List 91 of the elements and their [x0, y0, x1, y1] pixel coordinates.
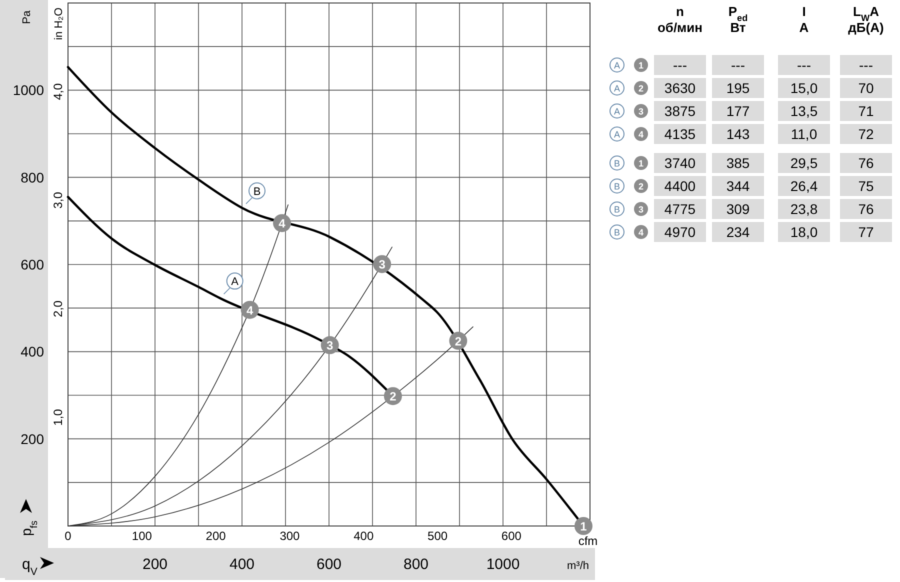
annotation: 3 — [378, 258, 386, 272]
x-tick-label: 400 — [229, 556, 255, 573]
text: B — [614, 204, 620, 214]
text: L$_{W}$A — [853, 4, 880, 23]
text: 3875 — [664, 103, 696, 119]
text: --- — [731, 57, 746, 73]
text: 2 — [638, 84, 644, 94]
x-tick-label: 200 — [142, 556, 168, 573]
text: 309 — [726, 201, 750, 217]
x-tick-label: 600 — [316, 556, 342, 573]
text: дБ(A) — [848, 20, 884, 35]
text: 11,0 — [790, 126, 818, 142]
text: 4 — [638, 130, 644, 140]
text: 177 — [726, 103, 750, 119]
text: 195 — [726, 80, 750, 96]
y-tick-label: 200 — [20, 430, 44, 447]
text: 2 — [638, 182, 644, 192]
text: 3740 — [664, 155, 696, 171]
text: 77 — [858, 224, 874, 240]
text: I — [802, 4, 806, 19]
text: 70 — [858, 80, 874, 96]
y-tick-label: 400 — [20, 344, 44, 360]
text: 72 — [858, 126, 874, 142]
text: B — [614, 182, 620, 192]
series-label: B — [253, 186, 261, 198]
text: --- — [673, 57, 688, 73]
text: A — [614, 84, 620, 94]
text: B — [614, 158, 620, 168]
annotation: 2 — [454, 334, 462, 348]
text: 234 — [726, 224, 750, 240]
text: 71 — [858, 103, 874, 119]
y2-tick-label: 3,0 — [51, 192, 65, 209]
y-tick-label: 600 — [20, 256, 44, 272]
x2-tick-label: 200 — [206, 529, 226, 543]
text: 344 — [726, 178, 750, 194]
x-axis-title: q$_{V}$ — [22, 556, 38, 578]
text: A — [614, 130, 620, 140]
x2-tick-label: 600 — [501, 529, 522, 543]
text: 1 — [638, 60, 644, 70]
text: 26,4 — [790, 178, 818, 194]
text: --- — [797, 57, 812, 73]
text: 76 — [858, 155, 874, 171]
text: A — [614, 106, 620, 116]
text: 18,0 — [790, 224, 818, 240]
text: 75 — [858, 178, 874, 194]
text: n — [676, 4, 684, 19]
text: 143 — [726, 126, 750, 142]
text: 3630 — [664, 80, 696, 96]
text: B — [614, 228, 620, 238]
text: 1 — [638, 158, 644, 168]
text: Pa — [21, 10, 33, 24]
x2-tick-label: 500 — [428, 529, 448, 543]
annotation: 2 — [390, 390, 397, 404]
text: m³/h — [567, 560, 589, 572]
text: 76 — [858, 201, 874, 217]
text: A — [614, 60, 620, 70]
y2-tick-label: 4,0 — [51, 83, 65, 100]
y2-axis-title: in H₂O — [53, 7, 65, 40]
text: 3 — [638, 204, 644, 214]
y-tick-label: 800 — [20, 169, 44, 186]
annotation: 4 — [246, 303, 254, 318]
x2-tick-label: 400 — [354, 529, 374, 543]
x2-tick-label: 0 — [64, 529, 72, 543]
text: 385 — [726, 155, 750, 171]
annotation: 3 — [326, 338, 334, 353]
text: 3 — [638, 106, 644, 116]
text: 4400 — [664, 178, 696, 194]
text: 13,5 — [790, 103, 818, 119]
y-tick-label: 1000 — [12, 82, 44, 98]
y2-tick-label: 2,0 — [51, 300, 65, 318]
text: 15,0 — [790, 80, 818, 96]
x-tick-label: 800 — [403, 556, 429, 573]
text: --- — [859, 57, 874, 73]
text: 4135 — [664, 126, 696, 142]
text: 4775 — [664, 201, 696, 217]
text: A — [799, 20, 810, 35]
text: об/мин — [657, 20, 703, 35]
text: 4970 — [664, 224, 696, 240]
x2-axis-title: cfm — [578, 534, 598, 548]
x2-tick-label: 100 — [132, 529, 152, 543]
x-tick-label: 1000 — [486, 556, 520, 573]
text: P$_{ed}$ — [728, 4, 748, 23]
annotation: 1 — [580, 520, 588, 534]
series-label: A — [231, 276, 240, 288]
text: 23,8 — [790, 201, 818, 217]
text: 4 — [638, 228, 644, 238]
x2-tick-label: 300 — [280, 529, 300, 543]
y2-tick-label: 1,0 — [51, 408, 65, 426]
text: Вт — [730, 20, 746, 35]
annotation: 4 — [278, 216, 286, 231]
text: 29,5 — [790, 155, 818, 171]
